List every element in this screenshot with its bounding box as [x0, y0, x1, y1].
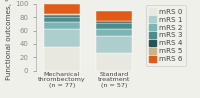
Legend: mRS 0, mRS 1, mRS 2, mRS 3, mRS 4, mRS 5, mRS 6: mRS 0, mRS 1, mRS 2, mRS 3, mRS 4, mRS 5… [146, 5, 186, 66]
Bar [44, 4, 80, 14]
Bar [96, 36, 132, 53]
Bar [96, 29, 132, 36]
Bar [96, 21, 132, 23]
Y-axis label: Functional outcomes, %: Functional outcomes, % [6, 0, 12, 80]
Bar [96, 53, 132, 71]
Bar [44, 17, 80, 22]
Bar [96, 23, 132, 29]
Bar [44, 29, 80, 47]
Bar [44, 47, 80, 71]
Bar [44, 22, 80, 29]
Bar [44, 14, 80, 15]
Bar [96, 11, 132, 21]
Bar [44, 15, 80, 17]
